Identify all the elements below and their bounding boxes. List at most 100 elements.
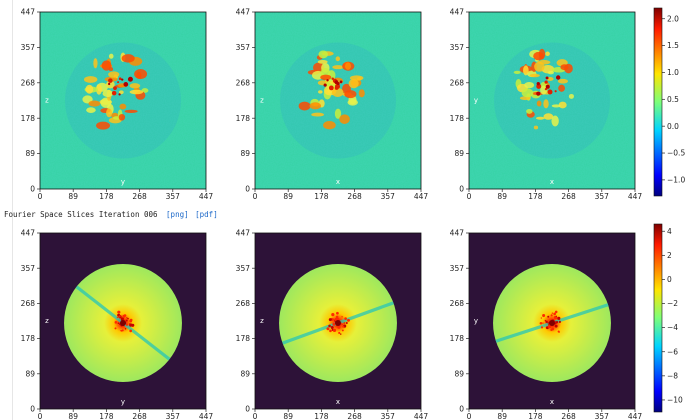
x-axis-label: x bbox=[336, 398, 340, 406]
x-tick-label: 268 bbox=[132, 412, 147, 420]
fourier-space-panel-1: 00 89 89 178 178 268 268 357 357 447 447 y z bbox=[21, 229, 214, 420]
fourier-peak bbox=[558, 320, 561, 323]
fourier-peak bbox=[125, 319, 128, 322]
fourier-peak bbox=[131, 323, 135, 327]
colorbar-tick-label: 0.0 bbox=[667, 122, 679, 131]
png-link[interactable]: [png] bbox=[166, 210, 189, 219]
y-tick-label: 178 bbox=[21, 114, 36, 123]
density-peak bbox=[544, 80, 548, 84]
density-blob bbox=[334, 108, 342, 119]
caption-text: Fourier Space Slices Iteration 006 bbox=[4, 210, 158, 219]
y-tick-label: 0 bbox=[459, 405, 464, 414]
y-axis-label: z bbox=[260, 97, 264, 105]
colorbar-tick-label: 1.5 bbox=[667, 41, 679, 50]
noise-texture bbox=[40, 12, 206, 189]
density-blob bbox=[344, 62, 352, 70]
notebook-gutter bbox=[0, 0, 13, 420]
density-blob bbox=[298, 101, 311, 111]
density-peak bbox=[331, 77, 335, 81]
fourier-peak bbox=[121, 329, 124, 332]
fourier-peak bbox=[544, 319, 546, 322]
density-blob bbox=[547, 70, 554, 75]
plot-frame bbox=[254, 11, 422, 190]
fourier-peak bbox=[344, 317, 347, 320]
fourier-peak bbox=[126, 317, 128, 319]
x-tick-label: 89 bbox=[283, 412, 293, 420]
y-tick-label: 89 bbox=[25, 369, 35, 378]
fourier-peak bbox=[329, 329, 332, 333]
fourier-peak bbox=[556, 321, 559, 324]
figure-caption: Fourier Space Slices Iteration 006 [png]… bbox=[4, 210, 218, 224]
fourier-peak bbox=[341, 316, 343, 318]
density-blob bbox=[568, 93, 574, 99]
y-tick-label: 447 bbox=[450, 229, 465, 238]
fourier-peak bbox=[547, 315, 550, 318]
plot-frame bbox=[468, 232, 636, 410]
y-tick-label: 447 bbox=[236, 229, 251, 238]
density-blob bbox=[524, 81, 535, 89]
colorbar-tick-label: −2 bbox=[667, 299, 678, 308]
x-tick-label: 89 bbox=[68, 192, 78, 201]
density-peak bbox=[544, 87, 548, 91]
x-tick-label: 0 bbox=[253, 412, 258, 420]
y-tick-label: 0 bbox=[459, 185, 464, 194]
density-blob bbox=[317, 59, 328, 64]
density-blob bbox=[119, 103, 127, 110]
y-tick-label: 268 bbox=[21, 78, 36, 87]
y-tick-label: 268 bbox=[450, 299, 465, 308]
colorbar-tick-label: 2.0 bbox=[667, 14, 679, 23]
density-blob bbox=[108, 53, 114, 59]
density-blob bbox=[85, 84, 94, 94]
fourier-peak bbox=[120, 317, 124, 321]
y-tick-label: 178 bbox=[236, 334, 251, 343]
colorbar-tick-label: −10 bbox=[667, 396, 683, 405]
fourier-peak bbox=[330, 325, 334, 330]
fourier-peak bbox=[540, 326, 544, 329]
fourier-peak bbox=[550, 314, 553, 317]
density-blob bbox=[543, 113, 554, 120]
y-tick-label: 0 bbox=[245, 405, 250, 414]
y-tick-label: 178 bbox=[450, 334, 465, 343]
fourier-peak bbox=[345, 321, 348, 325]
density-blob bbox=[83, 76, 98, 83]
fourier-peak bbox=[548, 325, 552, 329]
density-blob bbox=[106, 80, 115, 89]
x-tick-label: 357 bbox=[595, 192, 610, 201]
density-blob bbox=[545, 51, 550, 56]
fourier-peak bbox=[326, 327, 330, 331]
x-tick-label: 89 bbox=[497, 412, 507, 420]
density-blob bbox=[93, 58, 98, 69]
density-blob bbox=[347, 99, 358, 106]
density-blob bbox=[141, 88, 149, 93]
y-tick-label: 357 bbox=[450, 264, 465, 273]
colorbar-tick-label: 0 bbox=[667, 275, 672, 284]
x-tick-label: 268 bbox=[132, 192, 147, 201]
x-axis-label: x bbox=[550, 178, 554, 186]
real-space-panel-2: 00 89 89 178 178 268 268 357 357 447 447 x z bbox=[236, 8, 429, 201]
noise-texture bbox=[469, 12, 635, 189]
fourier-peak bbox=[545, 320, 548, 323]
density-peak bbox=[554, 90, 557, 93]
fourier-peak bbox=[341, 329, 344, 332]
density-blob bbox=[560, 64, 569, 71]
x-tick-label: 357 bbox=[381, 192, 396, 201]
x-tick-label: 268 bbox=[561, 192, 576, 201]
x-tick-label: 447 bbox=[199, 412, 214, 420]
real-space-panel-1: 00 89 89 178 178 268 268 357 357 447 447 y z bbox=[21, 8, 214, 201]
density-blob bbox=[318, 90, 323, 94]
fourier-peak bbox=[118, 315, 121, 318]
colorbar-tick-label: 1.0 bbox=[667, 68, 679, 77]
y-tick-label: 447 bbox=[21, 8, 36, 17]
x-axis-label: y bbox=[121, 178, 125, 186]
x-tick-label: 178 bbox=[528, 412, 543, 420]
density-blob bbox=[558, 84, 565, 92]
y-axis-label: y bbox=[474, 97, 478, 105]
density-peak bbox=[545, 76, 549, 80]
density-blob bbox=[348, 78, 359, 89]
pdf-link[interactable]: [pdf] bbox=[195, 210, 218, 219]
fourier-peak bbox=[555, 317, 558, 320]
density-blob bbox=[335, 56, 341, 62]
density-peak bbox=[118, 93, 121, 96]
fourier-peak bbox=[129, 329, 133, 333]
density-peak bbox=[113, 86, 117, 91]
